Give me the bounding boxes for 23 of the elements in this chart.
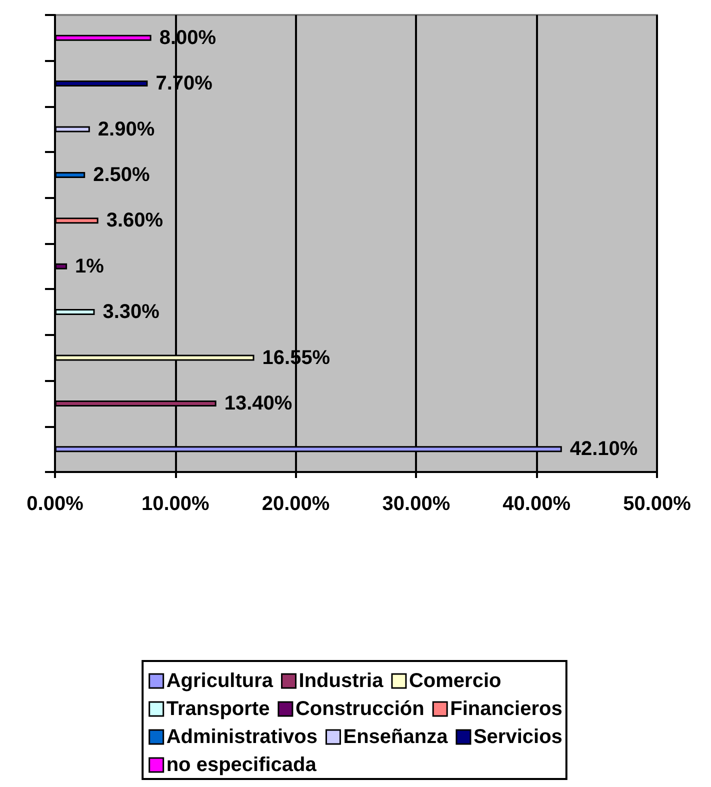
legend-label: Comercio	[408, 670, 502, 692]
legend-label: Transporte	[166, 698, 270, 720]
legend-label: no especificada	[166, 754, 318, 776]
data-label: 13.40%	[224, 392, 292, 414]
x-tick-label: 40.00%	[502, 493, 571, 515]
data-label: 2.90%	[98, 118, 155, 140]
x-tick-label: 50.00%	[623, 493, 692, 515]
legend-label: Industria	[298, 670, 384, 692]
legend-label: Agricultura	[166, 670, 274, 692]
data-label: 1%	[75, 255, 104, 278]
legend-label: Enseñanza	[343, 726, 449, 748]
x-tick-label: 30.00%	[382, 493, 450, 515]
legend-label: Servicios	[473, 726, 562, 748]
legend-label: Administrativos	[166, 726, 318, 748]
data-label: 3.60%	[106, 210, 164, 232]
x-tick-label: 0.00%	[26, 493, 84, 515]
data-label: 2.50%	[93, 164, 150, 186]
data-label: 3.30%	[102, 301, 160, 324]
legend-label: Construcción	[295, 698, 424, 720]
x-tick-label: 20.00%	[262, 493, 330, 515]
legend-label: Financieros	[450, 698, 562, 720]
x-tick-label: 10.00%	[141, 493, 210, 515]
data-label: 42.10%	[570, 438, 638, 460]
